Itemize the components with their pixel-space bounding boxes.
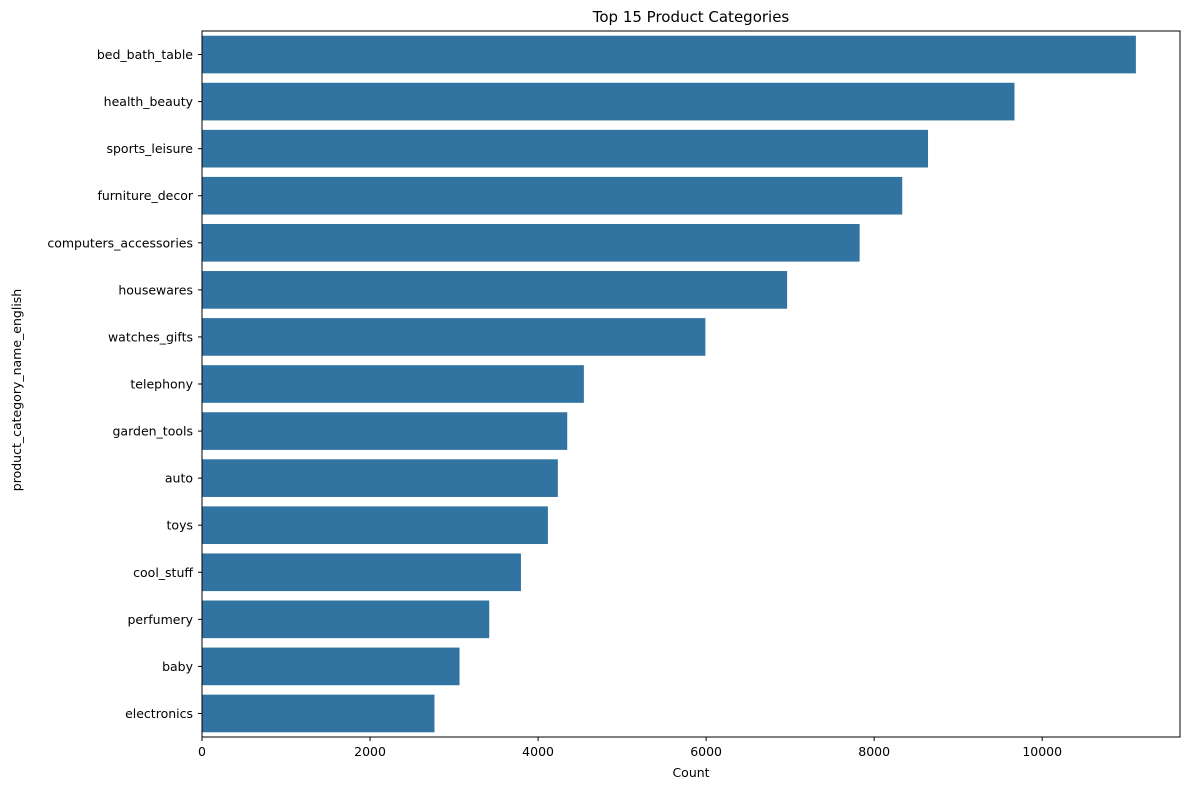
x-tick-label: 10000 [1022,744,1062,759]
x-tick-label: 4000 [522,744,554,759]
y-tick-label: telephony [130,377,193,392]
bar-health_beauty [202,82,1015,121]
y-axis-ticks: bed_bath_table health_beauty sports_leisur… [47,47,202,721]
bar-auto [202,459,558,497]
bar-telephony [202,365,584,403]
y-tick-label: perfumery [128,612,194,627]
chart-title: Top 15 Product Categories [592,8,790,26]
bars-group [202,35,1136,733]
y-tick-label: baby [162,659,194,674]
bar-computers_accessories [202,223,860,262]
y-tick-label: furniture_decor [97,188,193,203]
bar-toys [202,506,548,545]
y-tick-label: toys [167,518,193,533]
y-tick-label: watches_gifts [108,329,193,344]
y-tick-label: garden_tools [113,424,194,439]
bar-perfumery [202,600,490,639]
x-axis-label: Count [672,765,709,780]
y-tick-label: cool_stuff [133,565,193,580]
bar-housewares [202,271,788,309]
y-tick-label: bed_bath_table [97,47,193,62]
x-tick-label: 2000 [354,744,386,759]
x-tick-label: 6000 [690,744,722,759]
y-tick-label: health_beauty [104,94,194,109]
y-tick-label: sports_leisure [106,141,193,156]
y-axis-label: product_category_name_english [9,289,24,491]
x-tick-label: 0 [198,744,206,759]
x-axis-ticks: 0 2000 4000 6000 8000 10000 [198,737,1062,759]
y-tick-label: housewares [118,282,193,297]
plot-frame [201,30,1181,738]
bar-bed_bath_table [202,35,1136,74]
bar-baby [202,647,460,686]
y-tick-label: electronics [125,706,193,721]
bar-watches_gifts [202,318,706,356]
bar-furniture_decor [202,176,903,215]
bar-garden_tools [202,412,568,450]
bar-sports_leisure [202,129,929,168]
x-tick-label: 8000 [858,744,890,759]
bar-electronics [202,694,435,733]
bar-cool_stuff [202,553,521,592]
y-tick-label: auto [165,471,193,486]
y-tick-label: computers_accessories [47,235,193,250]
